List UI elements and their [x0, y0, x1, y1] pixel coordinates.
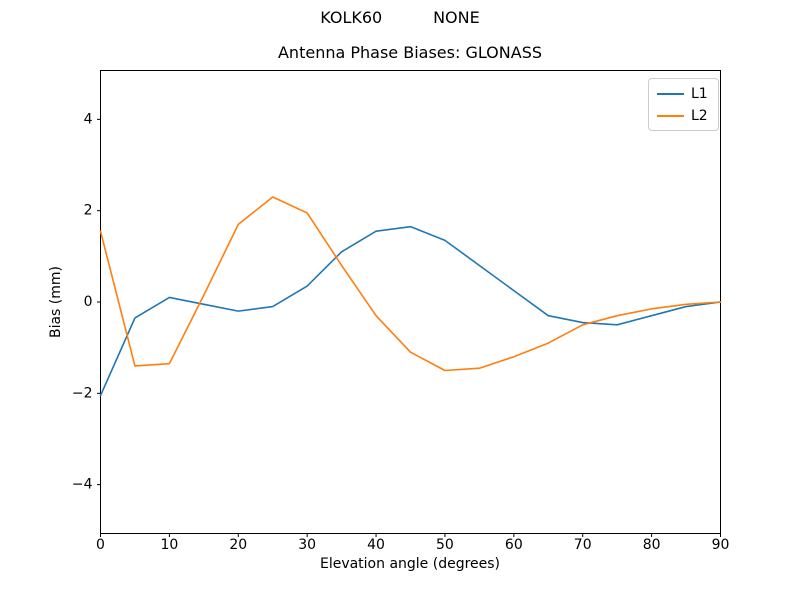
legend: L1 L2	[648, 78, 719, 131]
x-axis-tick-label: 30	[298, 537, 316, 553]
chart-title: Antenna Phase Biases: GLONASS	[277, 43, 542, 62]
y-axis-tick-label: 0	[84, 294, 93, 310]
series-l1-line	[99, 225, 722, 397]
series-l2-line	[99, 196, 722, 372]
y-axis-tick-label: −2	[72, 385, 93, 401]
y-axis-label: Bias (mm)	[48, 266, 64, 338]
x-axis-tick-label: 50	[436, 537, 454, 553]
x-axis-tick-label: 70	[574, 537, 592, 553]
x-axis-tick-label: 40	[367, 537, 385, 553]
x-axis-tick-label: 60	[505, 537, 523, 553]
y-axis-tick-label: −4	[72, 477, 93, 493]
y-axis-tick-label: 4	[84, 111, 93, 127]
figure-suptitle: KOLK60 NONE	[320, 8, 480, 27]
legend-label-l2: L2	[691, 107, 708, 124]
x-axis-label: Elevation angle (degrees)	[319, 556, 501, 572]
x-axis-tick-label: 0	[96, 537, 105, 553]
legend-label-l1: L1	[691, 85, 708, 102]
x-axis-tick-label: 20	[229, 537, 247, 553]
x-axis-tick-label: 80	[643, 537, 661, 553]
legend-item-l2: L2	[657, 106, 708, 125]
x-axis-tick-label: 90	[712, 537, 730, 553]
legend-line-swatch-l1	[657, 92, 684, 95]
legend-line-swatch-l2	[657, 114, 684, 117]
x-axis-tick-label: 10	[160, 537, 178, 553]
legend-item-l1: L1	[657, 84, 708, 103]
y-axis-tick-label: 2	[84, 203, 93, 219]
